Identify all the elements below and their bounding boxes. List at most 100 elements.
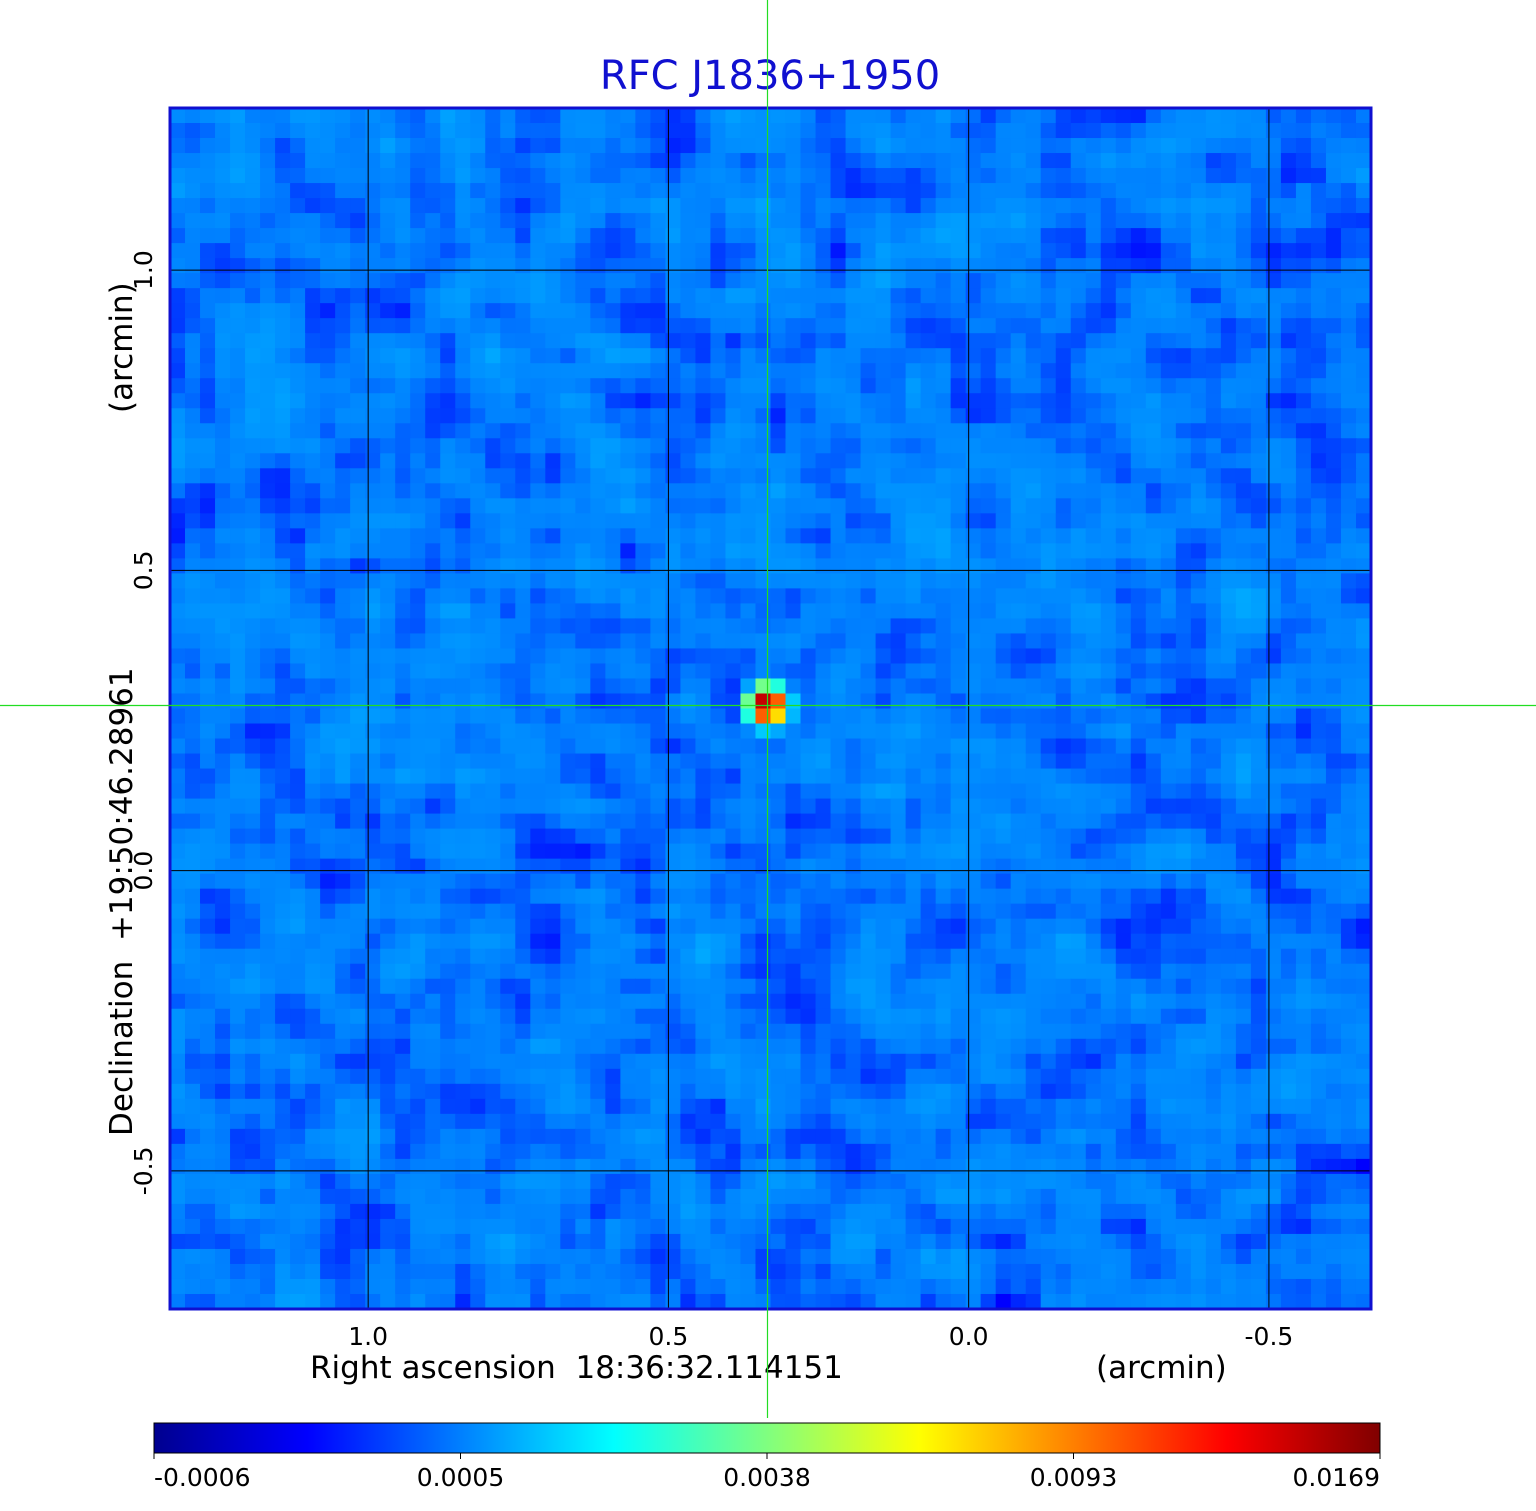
heatmap-cell	[620, 768, 636, 785]
heatmap-cell	[320, 663, 336, 680]
heatmap-cell	[785, 288, 802, 304]
heatmap-cell	[950, 768, 967, 785]
heatmap-cell	[1010, 918, 1027, 935]
heatmap-cell	[1115, 933, 1132, 950]
heatmap-cell	[230, 303, 246, 319]
heatmap-cell	[1010, 303, 1027, 319]
heatmap-cell	[1040, 123, 1057, 139]
heatmap-cell	[185, 738, 201, 755]
heatmap-cell	[710, 123, 727, 139]
heatmap-cell	[1235, 723, 1252, 740]
heatmap-cell	[425, 588, 441, 605]
heatmap-cell	[590, 873, 606, 890]
heatmap-cell	[485, 588, 501, 605]
heatmap-cell	[845, 513, 862, 529]
heatmap-cell	[485, 603, 501, 620]
heatmap-cell	[305, 378, 321, 394]
heatmap-cell	[1040, 813, 1057, 830]
heatmap-cell	[950, 903, 967, 920]
heatmap-cell	[1355, 873, 1371, 890]
heatmap-cell	[1040, 393, 1057, 409]
heatmap-cell	[1010, 198, 1027, 214]
heatmap-cell	[620, 1008, 636, 1025]
heatmap-cell	[1310, 858, 1327, 875]
heatmap-cell	[1070, 768, 1087, 785]
heatmap-cell	[275, 708, 291, 725]
heatmap-cell	[1115, 1008, 1132, 1025]
heatmap-cell	[920, 888, 937, 905]
heatmap-cell	[515, 258, 531, 274]
heatmap-cell	[650, 663, 667, 680]
heatmap-cell	[605, 153, 621, 169]
heatmap-cell	[1040, 1023, 1057, 1040]
heatmap-cell	[950, 603, 967, 620]
heatmap-cell	[725, 153, 742, 169]
heatmap-cell	[1190, 543, 1207, 559]
heatmap-cell	[680, 753, 697, 770]
heatmap-cell	[800, 813, 817, 830]
heatmap-cell	[290, 828, 306, 845]
heatmap-cell	[620, 153, 636, 169]
heatmap-cell	[1220, 723, 1237, 740]
heatmap-cell	[515, 648, 531, 665]
heatmap-cell	[605, 258, 621, 274]
heatmap-cell	[650, 393, 667, 409]
heatmap-cell	[830, 783, 847, 800]
heatmap-cell	[380, 633, 396, 650]
heatmap-cell	[800, 723, 817, 740]
heatmap-cell	[380, 468, 396, 484]
heatmap-cell	[1355, 483, 1371, 499]
heatmap-cell	[275, 933, 291, 950]
heatmap-cell	[1055, 243, 1072, 259]
heatmap-cell	[1040, 918, 1057, 935]
heatmap-cell	[755, 693, 772, 710]
heatmap-cell	[830, 468, 847, 484]
heatmap-cell	[680, 288, 697, 304]
heatmap-cell	[200, 108, 216, 124]
heatmap-cell	[1190, 273, 1207, 289]
heatmap-cell	[530, 768, 546, 785]
heatmap-cell	[335, 558, 351, 574]
heatmap-cell	[1145, 378, 1162, 394]
heatmap-cell	[1100, 168, 1117, 184]
heatmap-cell	[395, 903, 411, 920]
heatmap-cell	[485, 543, 501, 559]
heatmap-cell	[905, 573, 922, 589]
heatmap-cell	[170, 678, 186, 695]
heatmap-cell	[305, 273, 321, 289]
heatmap-cell	[485, 663, 501, 680]
heatmap-cell	[740, 348, 757, 364]
heatmap-cell	[1340, 933, 1357, 950]
heatmap-cell	[1025, 678, 1042, 695]
heatmap-cell	[200, 1008, 216, 1025]
heatmap-cell	[845, 483, 862, 499]
heatmap-cell	[410, 573, 426, 589]
heatmap-cell	[1250, 603, 1267, 620]
heatmap-cell	[620, 858, 636, 875]
heatmap-cell	[1175, 228, 1192, 244]
heatmap-cell	[725, 468, 742, 484]
heatmap-cell	[260, 258, 276, 274]
heatmap-cell	[920, 963, 937, 980]
heatmap-cell	[575, 963, 591, 980]
heatmap-cell	[380, 483, 396, 499]
heatmap-cell	[935, 768, 952, 785]
heatmap-cell	[815, 393, 832, 409]
heatmap-cell	[965, 423, 982, 439]
heatmap-cell	[1355, 648, 1371, 665]
heatmap-cell	[710, 978, 727, 995]
heatmap-cell	[1265, 768, 1282, 785]
heatmap-cell	[590, 393, 606, 409]
heatmap-cell	[185, 888, 201, 905]
heatmap-cell	[1100, 453, 1117, 469]
heatmap-cell	[860, 903, 877, 920]
heatmap-cell	[515, 348, 531, 364]
heatmap-cell	[860, 453, 877, 469]
heatmap-cell	[710, 243, 727, 259]
heatmap-cell	[1280, 783, 1297, 800]
heatmap-cell	[1355, 303, 1371, 319]
heatmap-cell	[890, 543, 907, 559]
heatmap-cell	[740, 903, 757, 920]
heatmap-cell	[215, 498, 231, 514]
heatmap-cell	[545, 483, 561, 499]
